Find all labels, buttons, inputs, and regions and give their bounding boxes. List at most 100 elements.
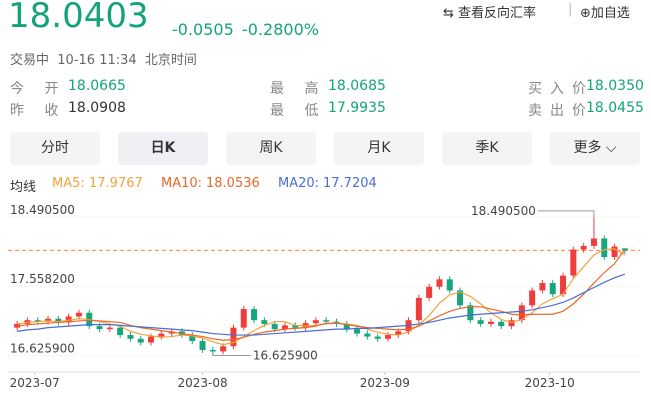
candle-body — [508, 320, 515, 327]
field-value: 17.9935 — [328, 100, 386, 116]
legend-value: 18.0536 — [206, 176, 260, 191]
legend-title: 均线 — [10, 180, 37, 195]
candle-body — [137, 338, 144, 343]
candle-body — [560, 275, 567, 295]
candle-body — [323, 320, 330, 322]
low-label: 16.625900 — [253, 348, 318, 362]
tab[interactable]: 分时 — [10, 132, 100, 165]
candle-body — [65, 316, 72, 323]
divider: | — [568, 2, 573, 17]
candle-body — [220, 346, 227, 352]
candle-body — [312, 320, 319, 324]
tab[interactable]: 月K — [334, 132, 424, 165]
ma-line — [17, 248, 626, 346]
tab[interactable]: 季K — [442, 132, 532, 165]
candle-body — [384, 335, 391, 339]
candle-body — [189, 335, 196, 342]
candle-body — [477, 320, 484, 324]
status-row: 交易中 10-16 11:34 北京时间 — [10, 49, 197, 68]
candle-body — [405, 320, 412, 332]
candle-body — [292, 325, 299, 328]
x-tick-label: 2023-07 — [10, 376, 60, 390]
candle-body — [281, 325, 288, 330]
y-tick-label: 17.558200 — [10, 272, 75, 286]
legend-name: MA10: — [161, 176, 203, 191]
field-value: 18.0665 — [68, 78, 126, 94]
field-value: 18.0685 — [328, 78, 386, 94]
candle-body — [446, 279, 453, 291]
legend-value: 17.9767 — [89, 176, 143, 191]
tab[interactable]: 更多 ⌵ — [550, 132, 640, 165]
candle-body — [209, 349, 216, 352]
candle-body — [34, 320, 41, 322]
y-tick-label: 18.490500 — [10, 203, 75, 217]
y-tick-label: 16.625900 — [10, 341, 75, 355]
candle-body — [426, 286, 433, 298]
field-label: 昨 收 — [10, 103, 67, 119]
x-tick-label: 2023-09 — [360, 376, 410, 390]
candle-body — [199, 341, 206, 350]
reverse-text[interactable]: 查看反向汇率 — [458, 6, 537, 21]
candle-body — [230, 327, 237, 347]
candle-body — [621, 248, 628, 251]
reverse-link[interactable]: ⇆ 查看反向汇率 — [443, 6, 537, 21]
zone: 北京时间 — [144, 53, 197, 68]
candle-body — [158, 333, 165, 337]
field-label: 最 高 — [270, 81, 327, 97]
candle-body — [529, 290, 536, 306]
time: 10-16 11:34 — [57, 53, 137, 68]
candle-body — [251, 309, 258, 321]
tab[interactable]: 周K — [226, 132, 316, 165]
candle-body — [518, 305, 525, 321]
candle-body — [14, 323, 21, 328]
field-value: 18.0455 — [586, 100, 644, 116]
candle-body — [75, 312, 82, 317]
candle-body — [570, 249, 577, 276]
candle-body — [271, 323, 278, 330]
candle-body — [487, 321, 494, 324]
candle-body — [333, 321, 340, 324]
candle-body — [590, 238, 597, 246]
candle-body — [467, 305, 474, 321]
x-tick-label: 2023-10 — [525, 376, 575, 390]
candle-body — [580, 245, 587, 250]
legend-name: MA20: — [278, 176, 320, 191]
watch-link[interactable]: ⊕加自选 — [580, 6, 630, 21]
ma-line — [17, 273, 626, 336]
field-label: 最 低 — [270, 103, 327, 119]
candle-body — [415, 297, 422, 321]
candle-body — [55, 318, 62, 323]
candle-body — [364, 333, 371, 337]
field-value: 18.0908 — [68, 100, 126, 116]
candle-body — [457, 290, 464, 306]
candle-body — [106, 327, 113, 330]
x-tick-label: 2023-08 — [177, 376, 227, 390]
candle-body — [24, 320, 31, 324]
candle-body — [261, 320, 268, 324]
high-label: 18.490500 — [471, 204, 536, 218]
status: 交易中 — [10, 53, 50, 68]
change: -0.0505 — [172, 20, 234, 39]
field-label: 买入价 — [528, 81, 594, 97]
price: 18.0403 — [8, 0, 149, 36]
tab[interactable]: 日K — [118, 132, 208, 165]
candle-body — [498, 321, 505, 327]
candle-body — [148, 336, 155, 343]
candle-body — [601, 238, 608, 258]
candle-body — [354, 329, 361, 334]
candle-body — [539, 283, 546, 291]
legend-value: 17.7204 — [323, 176, 377, 191]
field-value: 18.0350 — [586, 78, 644, 94]
candle-body — [117, 327, 124, 336]
chevron[interactable]: ⌵ — [601, 140, 617, 156]
watch-text[interactable]: 加自选 — [590, 6, 630, 21]
candle-body — [611, 246, 618, 258]
ma-line — [17, 248, 626, 341]
candle-body — [395, 331, 402, 336]
candle-body — [86, 312, 93, 327]
candle-body — [127, 335, 134, 339]
legend-name: MA5: — [52, 176, 85, 191]
field-label: 今 开 — [10, 81, 67, 97]
candle-body — [436, 279, 443, 287]
